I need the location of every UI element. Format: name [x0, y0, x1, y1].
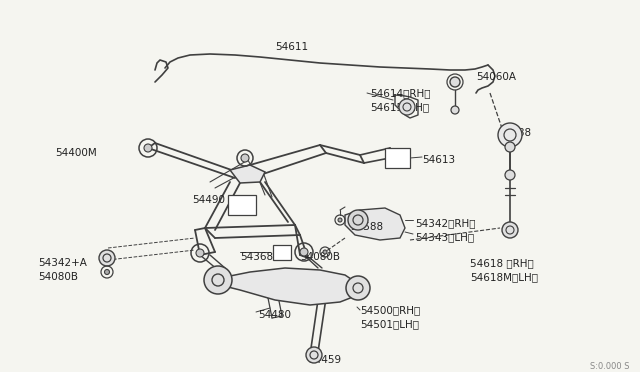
Text: 54588: 54588 [498, 128, 531, 138]
Text: 54080B: 54080B [300, 252, 340, 262]
Text: 54368M: 54368M [240, 252, 282, 262]
Circle shape [300, 248, 308, 256]
Text: 54588: 54588 [350, 222, 383, 232]
Polygon shape [345, 208, 405, 240]
Text: 54060A: 54060A [476, 72, 516, 82]
Circle shape [338, 218, 342, 222]
Circle shape [451, 106, 459, 114]
Text: 54080B: 54080B [38, 272, 78, 282]
Text: 54618M〈LH〉: 54618M〈LH〉 [470, 272, 538, 282]
Circle shape [196, 249, 204, 257]
Circle shape [348, 210, 368, 230]
Text: 54618 〈RH〉: 54618 〈RH〉 [470, 258, 534, 268]
Text: 54490: 54490 [192, 195, 225, 205]
Circle shape [498, 123, 522, 147]
Circle shape [505, 170, 515, 180]
Circle shape [241, 154, 249, 162]
Text: 54459: 54459 [308, 355, 341, 365]
Circle shape [104, 269, 109, 275]
Circle shape [502, 222, 518, 238]
Circle shape [306, 347, 322, 363]
Circle shape [399, 99, 415, 115]
Circle shape [204, 266, 232, 294]
Text: S:0.000 S: S:0.000 S [590, 362, 630, 371]
Circle shape [346, 276, 370, 300]
Circle shape [505, 142, 515, 152]
Polygon shape [215, 268, 360, 305]
Text: 54342+A: 54342+A [38, 258, 87, 268]
Text: 54500〈RH〉: 54500〈RH〉 [360, 305, 420, 315]
Text: 54342〈RH〉: 54342〈RH〉 [415, 218, 476, 228]
Circle shape [390, 151, 404, 165]
Text: 54613: 54613 [422, 155, 455, 165]
Text: 54480: 54480 [258, 310, 291, 320]
FancyBboxPatch shape [273, 245, 291, 260]
Text: 54614〈RH〉: 54614〈RH〉 [370, 88, 431, 98]
Text: 54501〈LH〉: 54501〈LH〉 [360, 319, 419, 329]
Circle shape [450, 77, 460, 87]
Circle shape [323, 250, 327, 254]
Text: 54400M: 54400M [55, 148, 97, 158]
FancyBboxPatch shape [228, 195, 256, 215]
Text: 54343〈LH〉: 54343〈LH〉 [415, 232, 474, 242]
Text: 54611: 54611 [275, 42, 308, 52]
Circle shape [99, 250, 115, 266]
Text: 54615〈LH〉: 54615〈LH〉 [370, 102, 429, 112]
FancyBboxPatch shape [385, 148, 410, 168]
Circle shape [144, 144, 152, 152]
Polygon shape [230, 165, 265, 183]
